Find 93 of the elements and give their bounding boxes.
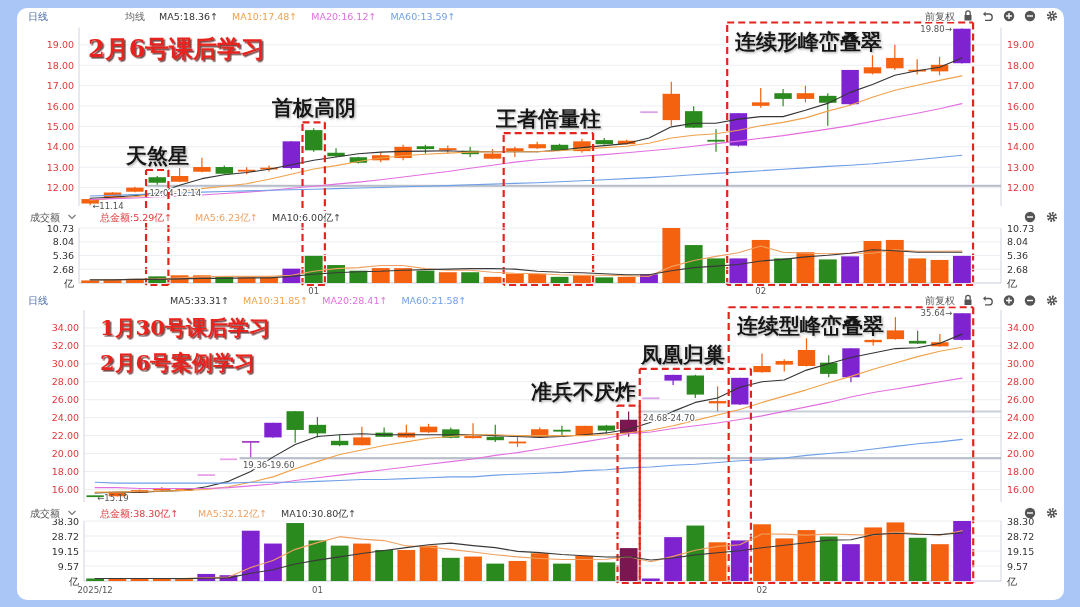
text: MA20:16.12↑	[311, 10, 377, 22]
text: MA20:28.41↑	[322, 295, 388, 306]
y-tick-label: 22.00	[51, 430, 79, 442]
text: 2月6号案例学习	[100, 350, 256, 375]
y2-tick-label: 5.36	[1007, 250, 1029, 262]
y-tick-label: 10.73	[46, 222, 74, 234]
text: 日线	[28, 10, 48, 22]
y-tick-label: 亿	[68, 575, 79, 587]
y-tick-label: 17.00	[46, 80, 74, 92]
y-tick-label: 9.57	[57, 560, 79, 572]
y-tick-label: 15.00	[46, 120, 74, 132]
y-tick-label: 13.00	[46, 161, 74, 173]
y2-tick-label: 32.00	[1007, 340, 1035, 352]
y-tick-label: 19.15	[51, 545, 79, 557]
chart-title: 1月30号课后学习	[100, 315, 270, 340]
y-tick-label: 16.00	[51, 483, 79, 495]
annotation: 连续型峰峦叠翠	[735, 313, 884, 339]
y2-tick-label: 22.00	[1007, 430, 1035, 442]
y2-tick-label: 14.00	[1007, 141, 1035, 153]
annotation: ←11.14	[92, 201, 124, 212]
y2-tick-label: 16.00	[1007, 483, 1035, 495]
annotation: 天煞星	[124, 144, 189, 169]
annotation: 凤凰归巢	[639, 342, 725, 367]
y-tick-label: 32.00	[51, 340, 79, 352]
annotation: 首板高阴	[270, 96, 356, 121]
y2-tick-label: 19.15	[1007, 545, 1035, 557]
y-tick-label: 亿	[63, 277, 74, 289]
text: 前复权	[925, 10, 955, 22]
y2-tick-label: 亿	[1006, 575, 1017, 587]
annotation: 连续形峰峦叠翠	[734, 28, 883, 54]
annotation: 准兵不厌炸	[530, 379, 636, 404]
text: MA10:17.48↑	[232, 10, 298, 22]
chart-title: 2月6号课后学习	[88, 34, 266, 63]
y2-tick-label: 26.00	[1007, 394, 1035, 406]
y2-tick-label: 18.00	[1007, 59, 1035, 71]
y-tick-label: 16.00	[46, 100, 74, 112]
legend-title: 均线	[124, 10, 145, 22]
y2-tick-label: 28.00	[1007, 376, 1035, 388]
text: MA10:31.85↑	[243, 295, 309, 306]
text: 总金额:38.30亿↑	[99, 507, 179, 519]
x-tick-label: 02	[755, 285, 767, 296]
annotation: ←15.19	[97, 492, 129, 503]
text: MA5:32.12亿↑	[198, 507, 268, 519]
y-tick-label: 26.00	[51, 394, 79, 406]
text: MA5:33.31↑	[170, 295, 230, 306]
y-tick-label: 12.00	[46, 182, 74, 194]
y2-tick-label: 16.00	[1007, 100, 1035, 112]
text: 前复权	[925, 295, 955, 306]
y2-tick-label: 17.00	[1007, 80, 1035, 92]
y2-tick-label: 38.30	[1007, 515, 1035, 527]
y2-tick-label: 8.04	[1007, 236, 1029, 248]
y-tick-label: 34.00	[51, 322, 79, 334]
x-tick-label: 01	[308, 285, 320, 296]
y-tick-label: 28.00	[51, 376, 79, 388]
text: MA60:13.59↑	[390, 10, 456, 22]
y-tick-label: 5.36	[52, 250, 74, 262]
y2-tick-label: 亿	[1006, 277, 1017, 289]
y2-tick-label: 24.00	[1007, 412, 1035, 424]
y2-tick-label: 2.68	[1007, 263, 1029, 275]
text: MA5:6.23亿↑	[195, 211, 259, 223]
text: 总金额:5.29亿↑	[99, 211, 173, 223]
y2-tick-label: 10.73	[1007, 222, 1035, 234]
y2-tick-label: 13.00	[1007, 161, 1035, 173]
y2-tick-label: 15.00	[1007, 120, 1035, 132]
text: 日线	[28, 295, 48, 306]
y-tick-label: 20.00	[51, 448, 79, 460]
y2-tick-label: 12.00	[1007, 182, 1035, 194]
x-tick-label: 01	[312, 584, 323, 595]
y-tick-label: 2.68	[52, 263, 74, 275]
y2-tick-label: 30.00	[1007, 358, 1035, 370]
text: MA60:21.58↑	[401, 295, 467, 306]
y-tick-label: 14.00	[46, 141, 74, 153]
y2-tick-label: 18.00	[1007, 466, 1035, 477]
annotation: 19.80→	[920, 23, 952, 34]
y-tick-label: 18.00	[51, 466, 79, 477]
text: MA10:30.80亿↑	[281, 507, 357, 519]
annotation: 35.64→	[920, 308, 953, 319]
y-tick-label: 19.00	[46, 39, 74, 51]
y-tick-label: 30.00	[51, 358, 79, 370]
y-tick-label: 24.00	[51, 412, 79, 424]
y2-tick-label: 34.00	[1007, 322, 1035, 334]
y-tick-label: 8.04	[52, 236, 74, 248]
y2-tick-label: 28.72	[1007, 530, 1035, 542]
y-tick-label: 18.00	[46, 59, 74, 71]
text: MA10:6.00亿↑	[272, 211, 342, 223]
text: MA5:18.36↑	[159, 10, 219, 22]
y2-tick-label: 20.00	[1007, 448, 1035, 460]
y2-tick-label: 9.57	[1007, 560, 1029, 572]
x-tick-label: 02	[756, 584, 768, 595]
annotation: 王者倍量柱	[494, 107, 601, 132]
y2-tick-label: 19.00	[1007, 39, 1035, 51]
chart-title: 成交额	[30, 211, 60, 223]
y-tick-label: 28.72	[51, 530, 79, 542]
